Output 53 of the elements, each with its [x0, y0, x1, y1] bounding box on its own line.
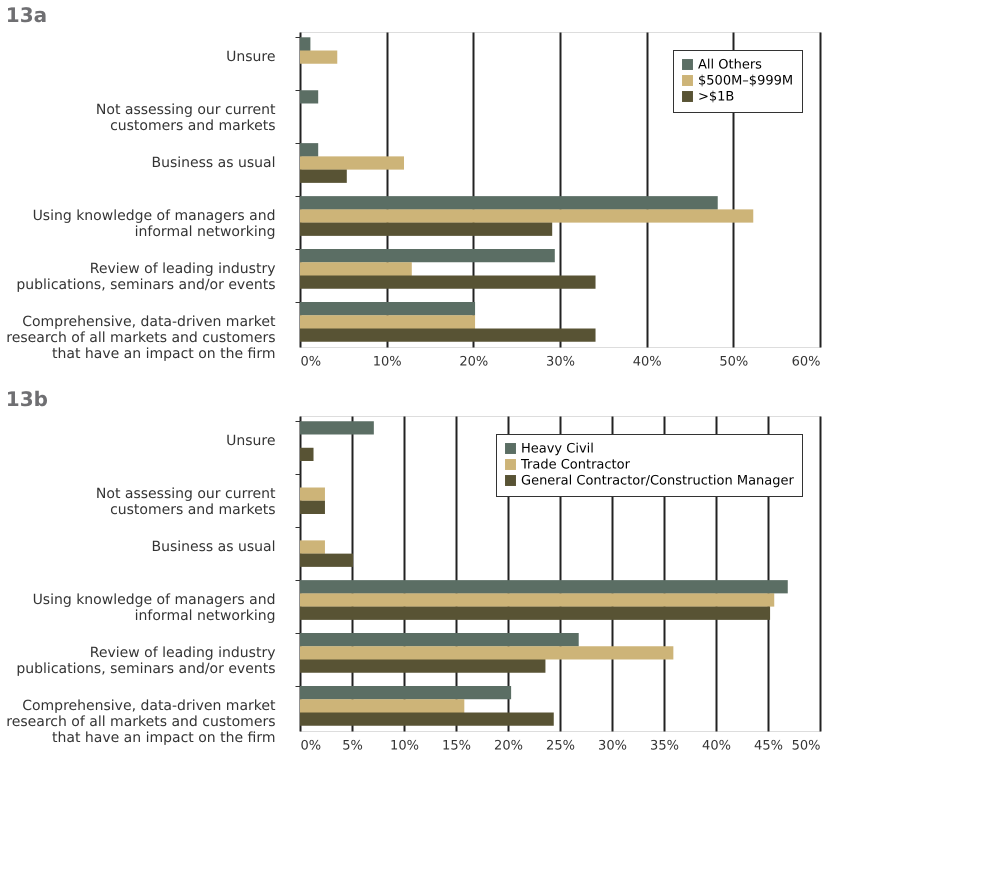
y-tick-label: Comprehensive, data-driven market research of all markets and customers that have an impact on the firm — [6, 698, 276, 746]
x-tick-label: 25% — [546, 738, 575, 754]
x-tick-label: 0% — [300, 738, 322, 754]
x-tick-label: 20% — [494, 738, 523, 754]
legend-label: Trade Contractor — [520, 458, 631, 472]
y-tick-label: Unsure — [226, 433, 276, 450]
bar — [300, 660, 546, 673]
legend-label: General Contractor/Construction Manager — [521, 474, 795, 488]
bar — [300, 554, 354, 567]
x-tick-label: 30% — [546, 354, 575, 370]
x-tick-label: 15% — [442, 738, 471, 754]
x-tick-label: 40% — [632, 354, 662, 370]
bar — [300, 540, 325, 554]
bar — [300, 606, 770, 620]
bar — [300, 593, 774, 607]
y-tick-label: Using knowledge of managers and informal networking — [32, 592, 276, 624]
legend-label: $500M–$999M — [698, 74, 794, 88]
legend-label: All Others — [698, 58, 762, 72]
x-tick-label: 0% — [300, 354, 322, 370]
x-tick-label: 40% — [702, 738, 731, 754]
text: 13b — [6, 387, 48, 411]
x-tick-label: 50% — [792, 738, 820, 754]
y-tick-label: Not assessing our current customers and markets — [96, 486, 276, 518]
y-tick-label: Business as usual — [151, 155, 276, 172]
x-tick-label: 50% — [719, 354, 748, 370]
x-tick-label: 60% — [792, 354, 820, 370]
y-tick-label: Using knowledge of managers and informal networking — [32, 208, 276, 240]
x-tick-label: 10% — [372, 354, 402, 370]
y-tick-label: Review of leading industry publications, seminars and/or events — [16, 260, 276, 293]
bar — [300, 421, 374, 435]
bar — [300, 633, 579, 646]
x-tick-label: 10% — [390, 738, 419, 754]
y-tick-label: Comprehensive, data-driven market research of all markets and customers that have an impact on the firm — [6, 314, 276, 362]
y-tick-label: Not assessing our current customers and markets — [96, 102, 276, 134]
text: 13a — [6, 3, 48, 27]
x-tick-label: 45% — [754, 738, 783, 754]
y-tick-label: Review of leading industry publications, seminars and/or events — [16, 644, 276, 677]
bar — [300, 500, 325, 514]
y-tick-label: Business as usual — [151, 539, 276, 556]
x-tick-label: 35% — [650, 738, 679, 754]
x-tick-label: 20% — [459, 354, 488, 370]
bar — [300, 448, 314, 461]
bar — [300, 487, 325, 501]
legend-label: >$1B — [698, 90, 734, 104]
y-tick-label: Unsure — [226, 49, 276, 66]
bar — [300, 712, 554, 726]
bar — [300, 686, 512, 700]
legend-label: Heavy Civil — [521, 442, 594, 456]
bar — [300, 699, 464, 712]
x-tick-label: 5% — [342, 738, 363, 754]
x-tick-label: 30% — [598, 738, 627, 754]
bar — [300, 646, 674, 660]
bar — [300, 580, 788, 594]
